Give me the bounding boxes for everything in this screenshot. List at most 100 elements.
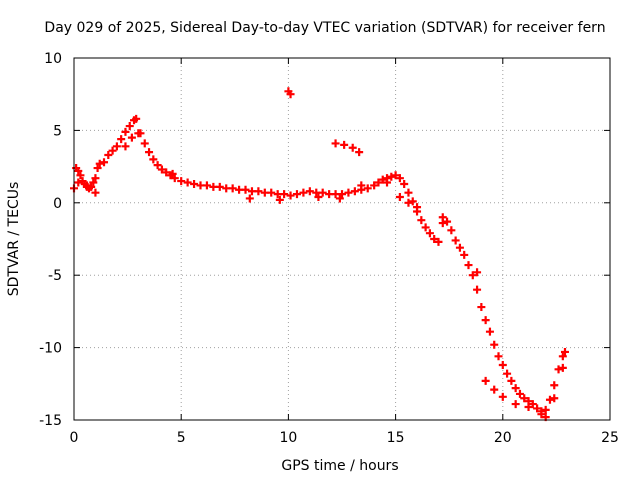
x-axis-label: GPS time / hours (281, 458, 398, 474)
data-point (228, 184, 237, 193)
data-point (215, 182, 224, 191)
data-point (370, 181, 379, 190)
data-point (125, 122, 134, 131)
data-point (286, 90, 295, 99)
data-point (344, 188, 353, 197)
data-point (430, 235, 439, 243)
data-point (318, 188, 327, 197)
data-point (127, 133, 136, 142)
data-point (528, 400, 537, 409)
data-point (314, 193, 323, 202)
data-point (494, 352, 503, 361)
axis-ticks (73, 57, 611, 421)
data-point (95, 159, 104, 168)
data-point (254, 187, 263, 196)
data-points (70, 87, 569, 422)
data-point (468, 271, 477, 280)
data-point (400, 179, 409, 188)
data-point (183, 178, 192, 187)
data-point (545, 395, 554, 404)
data-point (477, 303, 486, 312)
data-point (417, 216, 426, 225)
data-point (464, 261, 473, 270)
data-point (550, 394, 559, 403)
data-point (275, 195, 284, 204)
y-axis-label: SDTVAR / TECUs (6, 182, 22, 297)
x-tick-labels: 0 5 10 15 20 25 (70, 430, 619, 446)
data-point (117, 135, 126, 144)
data-point (245, 194, 254, 203)
data-point (241, 185, 250, 194)
data-point (121, 127, 130, 136)
data-point (550, 381, 559, 390)
data-point (524, 402, 533, 411)
data-point (190, 179, 199, 188)
x-tick-label: 15 (387, 430, 405, 446)
data-point (134, 129, 143, 138)
data-point (511, 400, 520, 409)
y-tick-label: -15 (39, 413, 62, 429)
x-tick-label: 5 (177, 430, 186, 446)
data-point (338, 190, 346, 199)
data-point (558, 363, 567, 372)
data-point (481, 316, 490, 325)
data-point (121, 142, 130, 151)
data-point (558, 352, 567, 361)
y-tick-label: -10 (39, 341, 62, 357)
data-point (541, 405, 550, 414)
data-point (391, 171, 400, 180)
data-point (503, 369, 512, 378)
data-point (490, 340, 499, 349)
data-point (473, 268, 482, 277)
data-point (286, 191, 295, 200)
data-point (533, 404, 542, 413)
data-point (485, 327, 494, 336)
data-point (170, 174, 179, 183)
data-point (498, 392, 507, 401)
data-point (280, 190, 289, 199)
data-point (404, 198, 413, 207)
data-point (473, 285, 482, 294)
data-point (350, 187, 359, 196)
x-tick-label: 25 (601, 430, 619, 446)
data-point (292, 190, 301, 199)
data-point (434, 237, 443, 246)
data-point (162, 168, 171, 177)
data-point (348, 143, 357, 152)
data-point (89, 178, 98, 187)
grid-lines (74, 58, 610, 420)
plot-frame (73, 57, 611, 421)
data-point (511, 384, 520, 393)
data-point (355, 148, 364, 157)
data-point (413, 203, 422, 212)
data-point (443, 217, 452, 226)
data-point (145, 148, 154, 157)
data-point (560, 347, 569, 356)
data-point (340, 140, 349, 149)
data-point (421, 223, 430, 232)
data-point (507, 376, 516, 385)
data-point (387, 172, 396, 181)
data-point (357, 181, 366, 190)
data-point (140, 139, 149, 148)
data-point (168, 169, 177, 178)
data-point (425, 229, 434, 238)
data-point (363, 184, 372, 193)
data-point (498, 360, 507, 369)
y-tick-label: 10 (44, 51, 62, 67)
data-point (132, 114, 141, 123)
data-point (460, 250, 469, 259)
data-point (177, 177, 186, 186)
y-tick-label: 5 (53, 123, 62, 139)
x-tick-label: 10 (279, 430, 297, 446)
y-tick-labels: -15 -10 -5 0 5 10 (39, 51, 62, 429)
data-point (299, 188, 308, 197)
data-point (74, 178, 83, 187)
data-point (490, 385, 499, 394)
data-point (82, 182, 91, 191)
data-point (554, 365, 563, 374)
data-point (305, 187, 314, 196)
x-tick-label: 20 (494, 430, 512, 446)
data-point (112, 142, 121, 151)
data-point (438, 213, 447, 222)
